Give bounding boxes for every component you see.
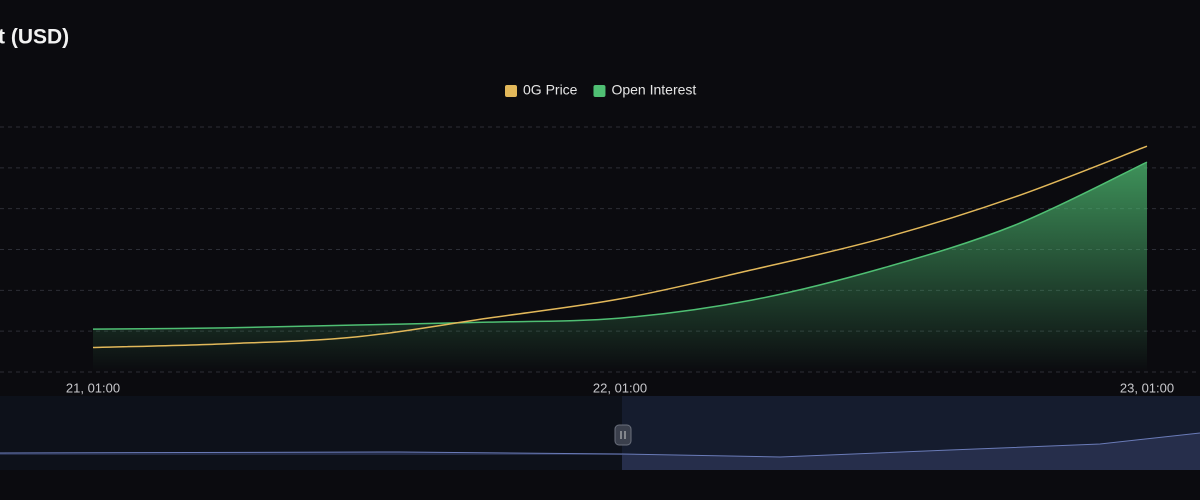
slider-preview (0, 433, 1200, 470)
legend: 0G Price Open Interest (505, 82, 696, 98)
slider-line (0, 432, 1200, 458)
x-tick-label: 21, 01:00 (66, 380, 120, 395)
x-tick-label: 23, 01:00 (1120, 380, 1174, 395)
legend-label: 0G Price (523, 82, 578, 98)
legend-swatch (505, 85, 517, 97)
legend-label: Open Interest (611, 82, 696, 98)
legend-swatch (593, 85, 606, 97)
chart-title: t (USD) (0, 26, 69, 49)
plot: 21, 01:00 22, 01:00 23, 01:00 (0, 126, 1200, 395)
series-line (92, 161, 1148, 330)
x-tick-label: 22, 01:00 (593, 380, 647, 395)
series-line (92, 145, 1148, 349)
slider-handle[interactable] (614, 424, 632, 446)
area (93, 162, 1147, 372)
